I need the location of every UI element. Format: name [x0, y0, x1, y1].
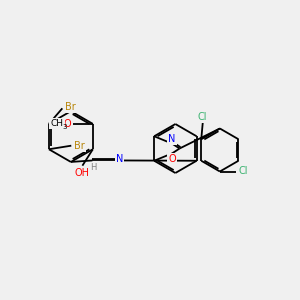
- Text: Br: Br: [74, 141, 85, 151]
- Text: Cl: Cl: [238, 167, 248, 176]
- Text: O: O: [168, 154, 176, 164]
- Text: N: N: [116, 154, 123, 164]
- Text: CH: CH: [50, 119, 64, 128]
- Text: O: O: [64, 119, 72, 129]
- Text: 3: 3: [62, 124, 67, 130]
- Text: OH: OH: [75, 168, 90, 178]
- Text: H: H: [90, 164, 97, 172]
- Text: N: N: [168, 134, 176, 143]
- Text: Cl: Cl: [198, 112, 208, 122]
- Text: Br: Br: [65, 102, 76, 112]
